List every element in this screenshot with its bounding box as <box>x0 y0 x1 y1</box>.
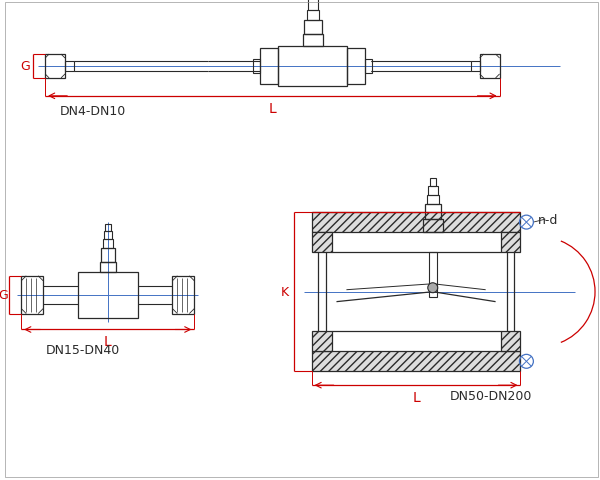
Bar <box>104 231 112 240</box>
Text: G: G <box>0 288 8 301</box>
Text: G: G <box>20 60 30 73</box>
Text: DN50-DN200: DN50-DN200 <box>449 389 532 402</box>
Bar <box>429 252 437 297</box>
Text: DN15-DN40: DN15-DN40 <box>46 344 120 357</box>
Text: n-d: n-d <box>538 213 559 226</box>
Text: L: L <box>412 390 420 404</box>
Bar <box>427 196 439 205</box>
Text: L: L <box>268 102 276 116</box>
Bar <box>430 179 436 187</box>
Bar <box>311 232 332 252</box>
Bar <box>21 276 43 314</box>
Bar <box>100 263 116 272</box>
Bar <box>308 0 317 11</box>
Bar <box>78 272 137 318</box>
Text: L: L <box>104 335 112 349</box>
Text: DN4-DN10: DN4-DN10 <box>60 105 126 118</box>
Bar <box>471 62 479 72</box>
Bar <box>103 240 113 249</box>
Bar <box>311 332 332 352</box>
Bar <box>278 47 347 87</box>
Bar <box>500 232 520 252</box>
Bar <box>311 352 520 372</box>
Circle shape <box>428 283 438 293</box>
Bar <box>253 60 260 74</box>
Bar <box>500 332 520 352</box>
Bar <box>45 55 65 79</box>
Bar <box>423 220 443 232</box>
Bar <box>311 213 520 232</box>
Bar <box>365 60 372 74</box>
Bar <box>425 205 441 220</box>
Bar <box>260 49 278 84</box>
Bar <box>479 55 500 79</box>
Bar <box>302 35 323 47</box>
Bar <box>428 187 438 196</box>
Bar <box>307 11 319 21</box>
Bar <box>65 62 74 72</box>
Bar <box>101 249 115 263</box>
Bar <box>172 276 194 314</box>
Bar <box>304 21 322 35</box>
Text: K: K <box>281 286 289 299</box>
Bar <box>347 49 365 84</box>
Bar <box>105 225 111 231</box>
